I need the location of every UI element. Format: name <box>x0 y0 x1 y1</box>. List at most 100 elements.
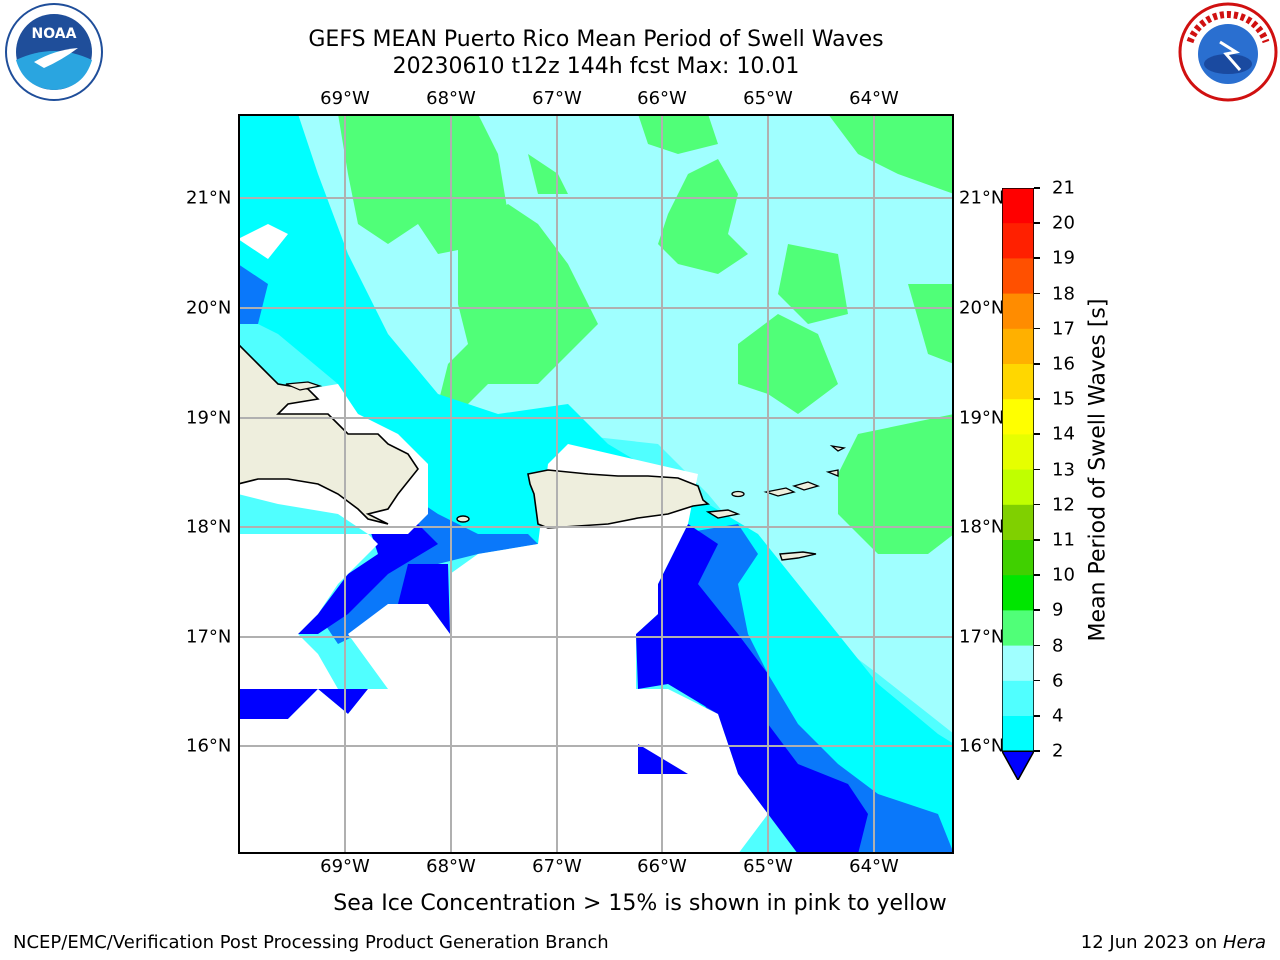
colorbar-tick-label: 9 <box>1052 599 1064 621</box>
lon-label-top: 68°W <box>426 88 476 109</box>
lon-label-bottom: 69°W <box>320 856 370 877</box>
chart-title: GEFS MEAN Puerto Rico Mean Period of Swe… <box>308 27 884 52</box>
colorbar-tick-mark <box>1034 715 1040 717</box>
masked-area <box>238 534 378 689</box>
contour-9-10 <box>658 159 748 274</box>
map-frame <box>238 114 954 854</box>
tortuga-island <box>285 381 323 391</box>
virgin-island <box>825 469 839 477</box>
colorbar-bin <box>1002 680 1034 717</box>
virgin-island <box>763 487 796 497</box>
lon-label-top: 69°W <box>320 88 370 109</box>
colorbar-bin <box>1002 293 1034 330</box>
colorbar-tick-mark <box>1034 292 1040 295</box>
masked-area <box>238 444 768 854</box>
nws-logo <box>1178 2 1278 102</box>
lon-label-bottom: 66°W <box>637 856 687 877</box>
colorbar-bin <box>1002 716 1034 752</box>
swell-period-map <box>238 114 954 854</box>
lon-label-top: 67°W <box>532 88 582 109</box>
colorbar-tick-label: 10 <box>1052 564 1075 586</box>
contour-9-10 <box>338 114 508 254</box>
colorbar-bin <box>1002 434 1034 471</box>
hispaniola-land <box>238 342 419 525</box>
colorbar-bin <box>1002 469 1034 506</box>
masked-area <box>238 224 288 259</box>
colorbar-tick-mark <box>1034 187 1040 189</box>
colorbar-bin <box>1002 364 1034 400</box>
lon-label-top: 64°W <box>849 88 899 109</box>
contour-9-10 <box>838 414 954 554</box>
vieques-island <box>705 509 741 519</box>
noaa-logo-text: NOAA <box>32 26 77 42</box>
colorbar-tick-mark <box>1034 398 1040 400</box>
colorbar-bin <box>1002 399 1034 435</box>
contour-2-4 <box>636 524 868 854</box>
contour-9-10 <box>638 114 718 154</box>
lon-label-bottom: 68°W <box>426 856 476 877</box>
colorbar-extension <box>1002 750 1034 780</box>
culebra-island <box>731 490 745 498</box>
colorbar-tick-label: 18 <box>1052 283 1075 305</box>
colorbar-bin <box>1002 610 1034 647</box>
colorbar-tick-label: 8 <box>1052 635 1064 657</box>
colorbar-bin <box>1002 504 1034 541</box>
colorbar-tick-label: 19 <box>1052 247 1075 269</box>
colorbar-tick-mark <box>1034 257 1040 259</box>
colorbar-tick-label: 15 <box>1052 388 1075 410</box>
anegada-island <box>829 444 847 452</box>
colorbar-tick-mark <box>1034 609 1040 611</box>
colorbar-tick-mark <box>1034 222 1040 224</box>
colorbar-tick-label: 16 <box>1052 353 1075 375</box>
lat-label-left: 19°N <box>186 407 232 429</box>
colorbar-tick-label: 21 <box>1052 177 1075 199</box>
colorbar-bin <box>1002 223 1034 259</box>
colorbar-tick-label: 12 <box>1052 494 1075 516</box>
footer-host: Hera <box>1222 932 1266 953</box>
contour-9-10 <box>778 244 848 324</box>
colorbar-tick-label: 2 <box>1052 740 1064 762</box>
colorbar-label: Mean Period of Swell Waves [s] <box>1085 298 1111 642</box>
contour-2-4 <box>298 524 438 634</box>
lat-label-right: 17°N <box>959 626 1005 648</box>
colorbar-tick-mark <box>1034 539 1040 541</box>
lat-label-right: 19°N <box>959 407 1005 429</box>
chart-subtitle: 20230610 t12z 144h fcst Max: 10.01 <box>392 54 800 79</box>
colorbar-bin <box>1002 540 1034 576</box>
colorbar-tick-mark <box>1034 574 1040 576</box>
st-croix-island <box>779 551 817 561</box>
colorbar-tick-label: 4 <box>1052 705 1064 727</box>
lat-label-right: 21°N <box>959 187 1005 209</box>
footer-date-text: 12 Jun 2023 on <box>1080 932 1223 953</box>
colorbar-bin <box>1002 188 1034 224</box>
colorbar <box>1002 188 1034 780</box>
lat-label-left: 21°N <box>186 187 232 209</box>
lon-label-top: 65°W <box>743 88 793 109</box>
lon-label-bottom: 65°W <box>743 856 793 877</box>
contour-9-10 <box>908 284 954 364</box>
lat-label-left: 17°N <box>186 626 232 648</box>
colorbar-tick-mark <box>1034 750 1040 752</box>
colorbar-tick-label: 20 <box>1052 212 1075 234</box>
footer-branch: NCEP/EMC/Verification Post Processing Pr… <box>13 932 609 953</box>
colorbar-bin <box>1002 645 1034 682</box>
colorbar-bin <box>1002 328 1034 365</box>
colorbar-tick-label: 6 <box>1052 670 1064 692</box>
lat-label-right: 18°N <box>959 516 1005 538</box>
graticule <box>238 114 954 854</box>
colorbar-tick-mark <box>1034 644 1040 647</box>
colorbar-tick-label: 13 <box>1052 459 1075 481</box>
colorbar-tick-label: 17 <box>1052 318 1075 340</box>
lat-label-right: 16°N <box>959 735 1005 757</box>
colorbar-tick-mark <box>1034 468 1040 471</box>
colorbar-tick-label: 11 <box>1052 529 1075 551</box>
lon-label-top: 66°W <box>637 88 687 109</box>
contour-2-4 <box>398 564 450 634</box>
footer-date: 12 Jun 2023 on Hera <box>1081 932 1266 953</box>
sea-ice-note: Sea Ice Concentration > 15% is shown in … <box>333 891 947 916</box>
lat-label-left: 20°N <box>186 297 232 319</box>
lon-label-bottom: 64°W <box>849 856 899 877</box>
colorbar-tick-mark <box>1034 363 1040 365</box>
lat-label-right: 20°N <box>959 297 1005 319</box>
colorbar-bin <box>1002 575 1034 611</box>
